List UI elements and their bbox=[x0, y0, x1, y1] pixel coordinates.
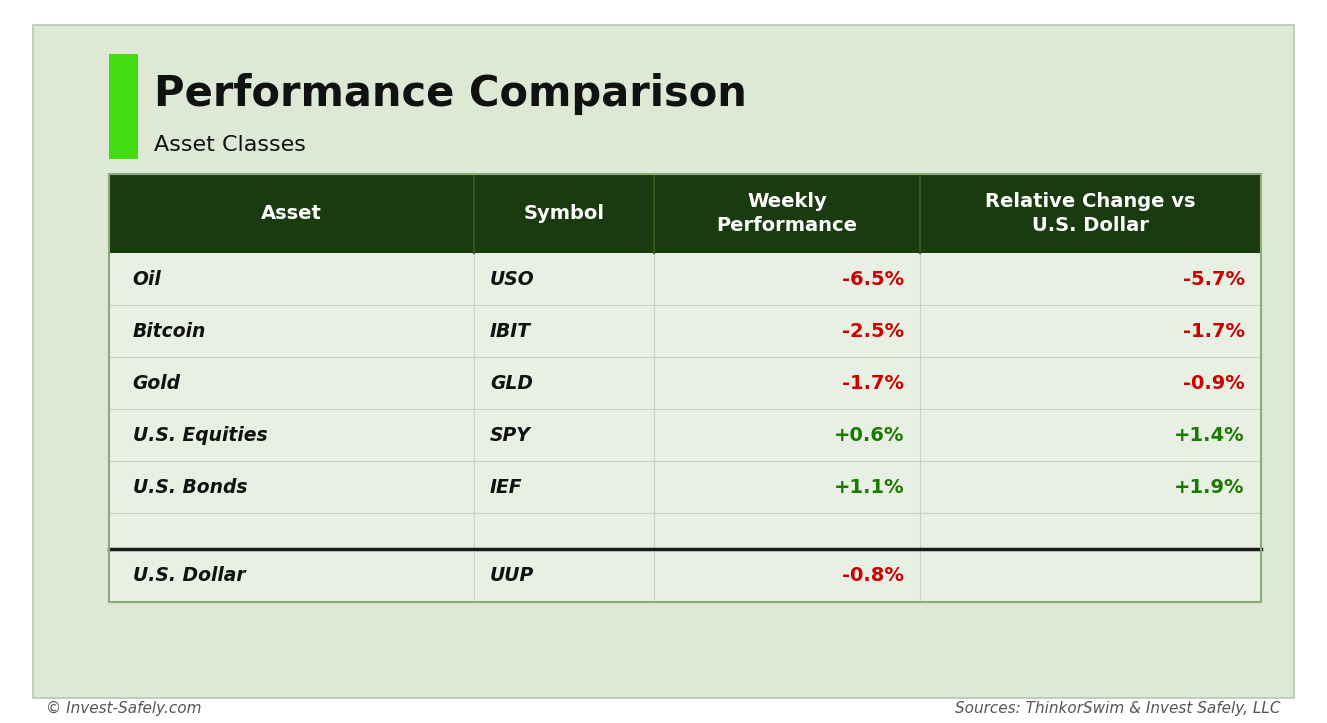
Bar bbox=[109, 253, 1261, 305]
Text: -5.7%: -5.7% bbox=[1182, 270, 1245, 288]
Text: Symbol: Symbol bbox=[523, 204, 605, 223]
Text: +0.6%: +0.6% bbox=[833, 426, 904, 445]
Text: Asset: Asset bbox=[261, 204, 322, 223]
Bar bbox=[109, 409, 1261, 461]
Text: +1.1%: +1.1% bbox=[833, 478, 904, 497]
Text: -6.5%: -6.5% bbox=[843, 270, 904, 288]
Bar bbox=[109, 461, 1261, 513]
Bar bbox=[109, 357, 1261, 409]
Text: -1.7%: -1.7% bbox=[1182, 322, 1245, 341]
Text: Asset Classes: Asset Classes bbox=[154, 134, 305, 155]
Text: IBIT: IBIT bbox=[490, 322, 531, 341]
Bar bbox=[109, 174, 1261, 253]
Text: -2.5%: -2.5% bbox=[843, 322, 904, 341]
Text: Performance Comparison: Performance Comparison bbox=[154, 73, 747, 115]
Text: SPY: SPY bbox=[490, 426, 531, 445]
Text: U.S. Bonds: U.S. Bonds bbox=[133, 478, 247, 497]
Text: Oil: Oil bbox=[133, 270, 162, 288]
Bar bbox=[109, 305, 1261, 357]
Text: -1.7%: -1.7% bbox=[843, 374, 904, 393]
Text: +1.4%: +1.4% bbox=[1174, 426, 1245, 445]
Bar bbox=[109, 513, 1261, 549]
Text: © Invest-Safely.com: © Invest-Safely.com bbox=[46, 701, 202, 716]
Bar bbox=[109, 549, 1261, 602]
Text: -0.8%: -0.8% bbox=[843, 566, 904, 585]
Text: Relative Change vs
U.S. Dollar: Relative Change vs U.S. Dollar bbox=[985, 192, 1196, 234]
Bar bbox=[109, 174, 1261, 602]
Text: GLD: GLD bbox=[490, 374, 533, 393]
Text: IEF: IEF bbox=[490, 478, 523, 497]
Text: +1.9%: +1.9% bbox=[1174, 478, 1245, 497]
Text: U.S. Equities: U.S. Equities bbox=[133, 426, 267, 445]
Bar bbox=[109, 54, 138, 159]
Text: -0.9%: -0.9% bbox=[1182, 374, 1245, 393]
Text: Bitcoin: Bitcoin bbox=[133, 322, 206, 341]
Text: USO: USO bbox=[490, 270, 535, 288]
Text: Gold: Gold bbox=[133, 374, 180, 393]
Text: U.S. Dollar: U.S. Dollar bbox=[133, 566, 245, 585]
Text: UUP: UUP bbox=[490, 566, 535, 585]
Text: Weekly
Performance: Weekly Performance bbox=[717, 192, 857, 234]
Text: Sources: ThinkorSwim & Invest Safely, LLC: Sources: ThinkorSwim & Invest Safely, LL… bbox=[955, 701, 1281, 716]
